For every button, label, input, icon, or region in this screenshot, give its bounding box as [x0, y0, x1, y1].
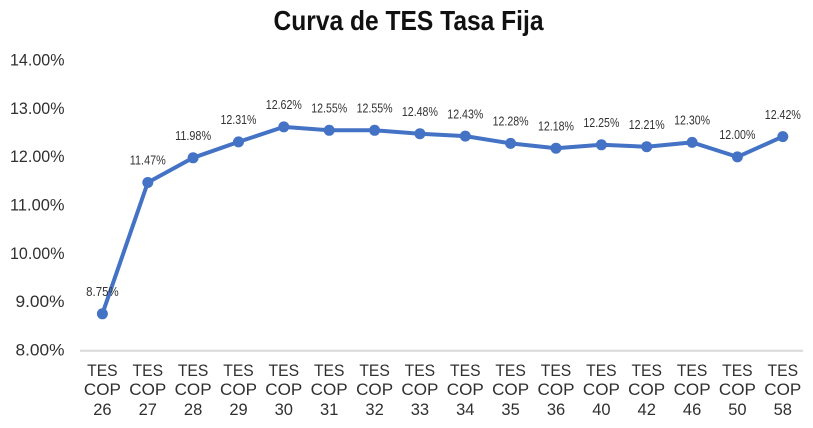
- svg-text:46: 46: [683, 401, 701, 419]
- svg-text:11.98%: 11.98%: [175, 129, 211, 143]
- svg-text:COP: COP: [175, 381, 212, 399]
- svg-text:COP: COP: [129, 381, 166, 399]
- svg-text:12.55%: 12.55%: [357, 102, 393, 116]
- svg-text:COP: COP: [447, 381, 484, 399]
- svg-text:TES: TES: [178, 362, 209, 380]
- svg-text:COP: COP: [220, 381, 257, 399]
- svg-text:COP: COP: [674, 381, 711, 399]
- svg-text:35: 35: [501, 401, 519, 419]
- svg-text:8.00%: 8.00%: [16, 340, 65, 359]
- svg-text:TES: TES: [722, 362, 753, 380]
- svg-text:COP: COP: [492, 381, 529, 399]
- svg-text:8.75%: 8.75%: [86, 285, 119, 299]
- svg-text:12.62%: 12.62%: [266, 98, 302, 112]
- svg-text:40: 40: [592, 401, 610, 419]
- svg-text:COP: COP: [583, 381, 620, 399]
- svg-text:COP: COP: [628, 381, 665, 399]
- svg-text:TES: TES: [87, 362, 118, 380]
- svg-text:TES: TES: [677, 362, 708, 380]
- svg-text:31: 31: [320, 401, 338, 419]
- svg-text:TES: TES: [541, 362, 572, 380]
- svg-text:12.42%: 12.42%: [765, 108, 801, 122]
- svg-text:13.00%: 13.00%: [10, 99, 65, 118]
- svg-text:COP: COP: [401, 381, 438, 399]
- svg-text:TES: TES: [223, 362, 254, 380]
- svg-text:30: 30: [275, 401, 293, 419]
- svg-text:TES: TES: [314, 362, 345, 380]
- svg-text:33: 33: [411, 401, 429, 419]
- svg-text:12.30%: 12.30%: [674, 114, 710, 128]
- svg-text:COP: COP: [538, 381, 575, 399]
- svg-text:COP: COP: [311, 381, 348, 399]
- svg-text:42: 42: [638, 401, 656, 419]
- svg-text:12.25%: 12.25%: [583, 116, 619, 130]
- svg-text:12.21%: 12.21%: [629, 118, 665, 132]
- svg-text:COP: COP: [719, 381, 756, 399]
- svg-text:TES: TES: [450, 362, 481, 380]
- svg-text:TES: TES: [631, 362, 662, 380]
- svg-text:32: 32: [365, 401, 383, 419]
- svg-text:TES: TES: [586, 362, 617, 380]
- svg-text:34: 34: [456, 401, 474, 419]
- svg-text:TES: TES: [495, 362, 526, 380]
- svg-text:TES: TES: [133, 362, 164, 380]
- svg-text:COP: COP: [84, 381, 121, 399]
- svg-text:TES: TES: [768, 362, 799, 380]
- svg-text:12.55%: 12.55%: [311, 102, 347, 116]
- svg-text:26: 26: [93, 401, 111, 419]
- svg-text:12.00%: 12.00%: [10, 147, 65, 166]
- svg-text:12.43%: 12.43%: [447, 107, 483, 121]
- svg-text:28: 28: [184, 401, 202, 419]
- svg-text:12.18%: 12.18%: [538, 119, 574, 133]
- svg-text:Curva de TES Tasa Fija: Curva de TES Tasa Fija: [274, 5, 544, 36]
- svg-text:11.47%: 11.47%: [130, 154, 166, 168]
- svg-text:12.00%: 12.00%: [719, 128, 755, 142]
- svg-text:COP: COP: [356, 381, 393, 399]
- svg-text:58: 58: [774, 401, 792, 419]
- svg-text:12.31%: 12.31%: [221, 113, 257, 127]
- svg-text:9.00%: 9.00%: [16, 292, 65, 311]
- svg-text:14.00%: 14.00%: [10, 51, 65, 70]
- svg-text:12.28%: 12.28%: [493, 115, 529, 129]
- svg-text:TES: TES: [269, 362, 300, 380]
- svg-text:COP: COP: [265, 381, 302, 399]
- svg-text:36: 36: [547, 401, 565, 419]
- svg-text:TES: TES: [405, 362, 436, 380]
- svg-text:12.48%: 12.48%: [402, 105, 438, 119]
- svg-text:27: 27: [139, 401, 157, 419]
- svg-text:COP: COP: [764, 381, 801, 399]
- svg-text:10.00%: 10.00%: [10, 244, 65, 263]
- svg-text:29: 29: [229, 401, 247, 419]
- svg-text:11.00%: 11.00%: [10, 196, 65, 215]
- svg-text:50: 50: [728, 401, 746, 419]
- svg-text:TES: TES: [359, 362, 390, 380]
